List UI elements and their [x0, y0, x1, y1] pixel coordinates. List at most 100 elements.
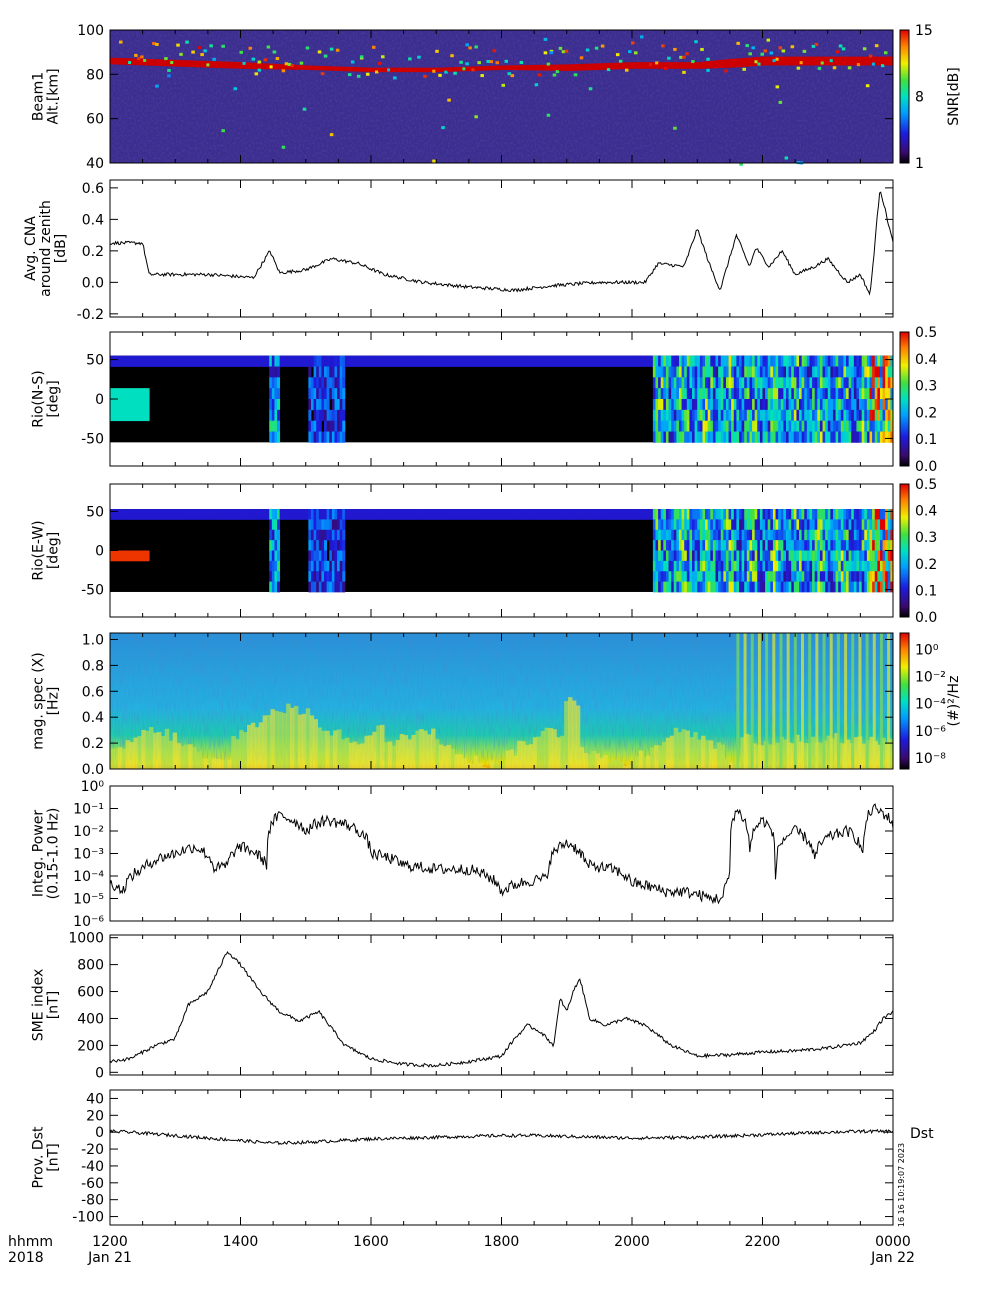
rio-cell [112, 388, 116, 400]
rio-cell [308, 509, 312, 520]
rio-cell [736, 355, 740, 367]
rio-cell [699, 355, 703, 367]
spec-power-column [262, 715, 268, 769]
rio-cell [710, 420, 714, 432]
rio-cell [321, 355, 325, 367]
rio-cell [830, 377, 834, 389]
rio-cell [324, 420, 328, 432]
rio-cell [851, 420, 855, 432]
rio-cell [702, 519, 706, 531]
rio-cell [308, 431, 312, 443]
radar-speckle [507, 72, 512, 76]
rio-cell [746, 571, 750, 582]
rio-cell [804, 366, 808, 378]
rio-cell [720, 519, 724, 531]
rio-cell [819, 388, 823, 400]
rio-cell [882, 399, 886, 411]
rio-cell [164, 355, 168, 367]
radar-layer-cell [227, 61, 231, 69]
rio-cell [806, 399, 810, 411]
rio-cell [741, 540, 745, 551]
rio-cell [339, 519, 343, 531]
rio-cell [313, 377, 317, 389]
rio-cell [334, 399, 338, 411]
y-axis-label: [dB] [53, 234, 69, 263]
rio-cell [538, 355, 542, 367]
rio-cell [861, 571, 865, 582]
radar-speckle [486, 59, 490, 63]
rio-cell [292, 509, 296, 520]
rio-cell [890, 519, 894, 531]
rio-cell [342, 540, 346, 551]
rio-cell [728, 571, 732, 582]
radar-layer-cell [658, 62, 662, 69]
rio-cell [733, 529, 737, 541]
rio-cell [801, 540, 805, 551]
rio-cell [535, 509, 539, 520]
rio-cell [882, 540, 886, 551]
y-tick-label: 400 [77, 1011, 104, 1027]
rio-cell [767, 581, 771, 593]
rio-cell [321, 509, 325, 520]
rio-cell [835, 409, 839, 422]
radar-speckle [263, 58, 268, 62]
spec-power-column [145, 730, 150, 769]
rio-cell [887, 431, 891, 443]
rio-cell [864, 409, 868, 422]
rio-cell [517, 509, 521, 520]
radar-speckle [269, 65, 274, 69]
rio-cell [752, 571, 756, 582]
rio-cell [141, 388, 145, 400]
spec-power-column [219, 759, 225, 769]
rio-cell [305, 355, 309, 367]
series-line [109, 1128, 894, 1146]
rio-cell [723, 571, 727, 582]
rio-cell [885, 550, 889, 562]
rio-cell [394, 355, 398, 367]
radar-layer-cell [359, 67, 364, 72]
rio-cell [819, 529, 823, 541]
rio-cell [866, 581, 870, 593]
rio-cell [647, 509, 651, 520]
rio-cell [673, 560, 677, 572]
spec-burst [822, 633, 826, 769]
rio-cell [793, 560, 797, 572]
rio-cell [339, 399, 343, 411]
rio-cell [318, 409, 322, 422]
rio-cell [890, 431, 894, 443]
rio-cell [817, 377, 821, 389]
radar-layer-cell [158, 59, 162, 66]
rio-cell [689, 560, 693, 572]
radar-layer-cell [709, 60, 713, 69]
rio-cell [830, 519, 834, 531]
rio-cell [752, 540, 756, 551]
rio-cell [822, 420, 826, 432]
rio-cell [689, 509, 693, 520]
rio-cell [736, 529, 740, 541]
rio-cell [318, 560, 322, 572]
radar-layer-cell [850, 56, 855, 66]
rio-cell [621, 509, 625, 520]
spec-burst [786, 633, 790, 769]
rio-cell [762, 377, 766, 389]
rio-cell [780, 519, 784, 531]
rio-cell [869, 377, 873, 389]
rio-cell [316, 399, 320, 411]
rio-cell [757, 399, 761, 411]
radar-speckle [323, 54, 328, 58]
rio-cell [778, 399, 782, 411]
rio-cell [329, 529, 333, 541]
rio-cell [846, 409, 850, 422]
rio-cell [483, 509, 487, 520]
rio-cell [746, 581, 750, 593]
rio-cell [859, 420, 863, 432]
radar-layer-cell [853, 56, 858, 66]
rio-cell [459, 355, 463, 367]
y-tick-label: 50 [86, 353, 104, 369]
rio-cell [339, 377, 343, 389]
rio-cell [872, 377, 876, 389]
rio-cell [686, 431, 690, 443]
radar-layer-cell [426, 67, 430, 73]
rio-cell [668, 519, 672, 531]
